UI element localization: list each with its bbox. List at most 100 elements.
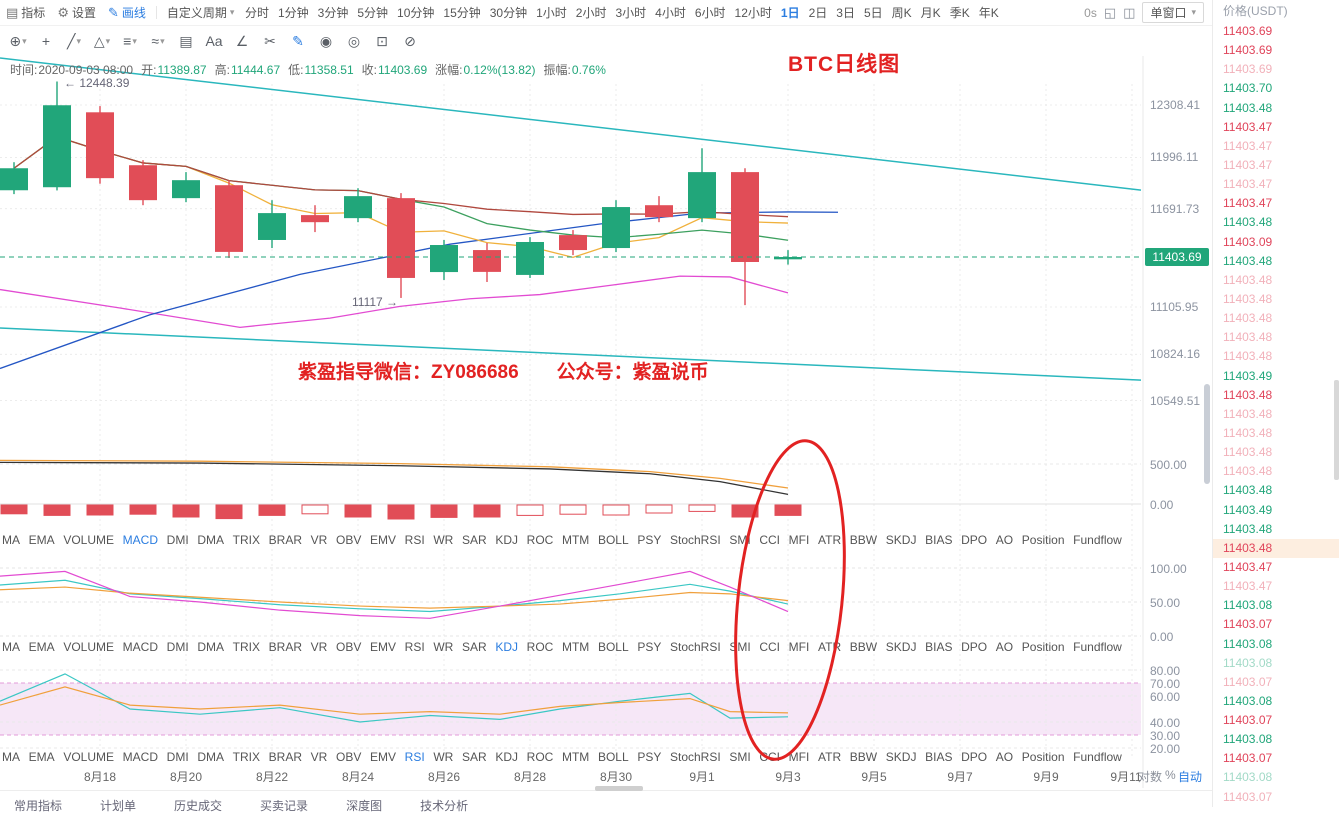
- trade-feed-row[interactable]: 11403.47: [1223, 177, 1273, 192]
- trade-feed-row[interactable]: 11403.69: [1223, 43, 1273, 58]
- bottom-tab-常用指标[interactable]: 常用指标: [14, 799, 63, 813]
- indicator-tab-smi[interactable]: SMI: [729, 640, 751, 654]
- indicator-tab-ema[interactable]: EMA: [28, 750, 55, 764]
- indicator-tab-position[interactable]: Position: [1021, 533, 1065, 547]
- indicator-tab-volume[interactable]: VOLUME: [63, 750, 115, 764]
- indicator-tab-trix[interactable]: TRIX: [232, 533, 260, 547]
- indicator-tab-mtm[interactable]: MTM: [561, 640, 590, 654]
- trade-feed-row[interactable]: 11403.07: [1223, 617, 1273, 632]
- indicator-tab-smi[interactable]: SMI: [729, 533, 751, 547]
- indicator-tab-fundflow[interactable]: Fundflow: [1073, 750, 1122, 764]
- indicator-tab-stochrsi[interactable]: StochRSI: [669, 750, 721, 764]
- timeframe-年K[interactable]: 年K: [978, 6, 999, 20]
- indicator-tab-boll[interactable]: BOLL: [597, 750, 629, 764]
- indicator-tab-psy[interactable]: PSY: [637, 750, 662, 764]
- indicator-tab-cci[interactable]: CCI: [759, 750, 781, 764]
- indicator-tab-fundflow[interactable]: Fundflow: [1073, 640, 1122, 654]
- indicator-tab-kdj[interactable]: KDJ: [495, 750, 518, 764]
- trade-feed-row[interactable]: 11403.08: [1223, 636, 1273, 651]
- wave-tool[interactable]: ≈ ▾: [146, 30, 170, 52]
- brush-tool[interactable]: ✎: [286, 30, 310, 52]
- indicator-tab-roc[interactable]: ROC: [526, 750, 554, 764]
- trade-feed-row[interactable]: 11403.48: [1223, 311, 1273, 326]
- indicator-tab-ma[interactable]: MA: [2, 750, 20, 764]
- trade-feed-row[interactable]: 11403.07: [1223, 751, 1273, 766]
- scale-button-自动[interactable]: 自动: [1178, 770, 1203, 784]
- trade-feed-row[interactable]: 11403.48: [1223, 330, 1273, 345]
- trade-feed-row[interactable]: 11403.70: [1223, 81, 1273, 96]
- indicator-tab-volume[interactable]: VOLUME: [63, 533, 115, 547]
- indicator-tab-wr[interactable]: WR: [433, 640, 454, 654]
- trade-feed-row[interactable]: 11403.48: [1223, 445, 1273, 460]
- timeframe-2日[interactable]: 2日: [808, 6, 828, 20]
- scale-button-%[interactable]: %: [1165, 768, 1176, 782]
- indicator-tab-emv[interactable]: EMV: [369, 640, 396, 654]
- timeframe-季K[interactable]: 季K: [949, 6, 970, 20]
- indicator-tab-emv[interactable]: EMV: [369, 533, 396, 547]
- trade-feed-row[interactable]: 11403.48: [1223, 100, 1273, 115]
- timeframe-12小时[interactable]: 12小时: [734, 6, 772, 20]
- bottom-tab-深度图[interactable]: 深度图: [346, 799, 383, 813]
- indicator-tab-mtm[interactable]: MTM: [561, 533, 590, 547]
- indicator-tab-wr[interactable]: WR: [433, 533, 454, 547]
- timeframe-4小时[interactable]: 4小时: [655, 6, 686, 20]
- indicator-tab-bias[interactable]: BIAS: [925, 533, 953, 547]
- price-scale[interactable]: 11403.69 12308.41 11996.11 11691.73 11105.9…: [1145, 0, 1211, 807]
- chart-horizontal-scrollbar[interactable]: [595, 786, 643, 791]
- timeframe-3分钟[interactable]: 3分钟: [317, 6, 349, 20]
- indicator-tab-atr[interactable]: ATR: [818, 533, 842, 547]
- indicator-tab-ema[interactable]: EMA: [28, 640, 55, 654]
- indicator-tab-ma[interactable]: MA: [2, 533, 20, 547]
- trade-feed-row[interactable]: 11403.48: [1223, 387, 1273, 402]
- indicator-tab-rsi[interactable]: RSI: [404, 533, 425, 547]
- indicator-tab-ao[interactable]: AO: [995, 750, 1014, 764]
- parallel-lines-tool[interactable]: ≡ ▾: [118, 30, 142, 52]
- indicator-tab-bbw[interactable]: BBW: [849, 533, 878, 547]
- trade-feed-row[interactable]: 11403.49: [1223, 502, 1273, 517]
- indicator-tab-kdj[interactable]: KDJ: [495, 640, 518, 654]
- indicator-tab-obv[interactable]: OBV: [335, 750, 362, 764]
- trade-feed-row[interactable]: 11403.48: [1223, 406, 1273, 421]
- indicator-tab-cci[interactable]: CCI: [759, 640, 781, 654]
- trade-feed-row[interactable]: 11403.09: [1223, 234, 1273, 249]
- timeframe-2小时[interactable]: 2小时: [575, 6, 607, 20]
- indicator-tab-dmi[interactable]: DMI: [166, 640, 189, 654]
- indicator-tab-boll[interactable]: BOLL: [597, 533, 629, 547]
- trade-feed-row[interactable]: 11403.48: [1223, 253, 1273, 268]
- indicator-tab-brar[interactable]: BRAR: [268, 750, 302, 764]
- indicator-tab-position[interactable]: Position: [1021, 640, 1065, 654]
- indicator-tab-position[interactable]: Position: [1021, 750, 1065, 764]
- trade-feed-row[interactable]: 11403.07: [1223, 713, 1273, 728]
- indicator-tab-bbw[interactable]: BBW: [849, 750, 878, 764]
- timeframe-5分钟[interactable]: 5分钟: [357, 6, 389, 20]
- trade-feed-row[interactable]: 11403.08: [1223, 598, 1273, 613]
- window-mode-dropdown[interactable]: 单窗口 ▾: [1142, 2, 1204, 23]
- indicators-button[interactable]: ▤ 指标: [6, 4, 45, 21]
- indicator-tab-roc[interactable]: ROC: [526, 640, 554, 654]
- trade-feed-row[interactable]: 11403.48: [1213, 538, 1339, 558]
- indicator-tab-ao[interactable]: AO: [995, 533, 1014, 547]
- angle-tool[interactable]: ∠: [230, 30, 254, 52]
- timeframe-1日[interactable]: 1日: [780, 6, 800, 20]
- timeframe-5日[interactable]: 5日: [863, 6, 883, 20]
- bottom-tab-技术分析[interactable]: 技术分析: [420, 799, 469, 813]
- feed-scrollbar[interactable]: [1334, 380, 1339, 480]
- indicator-tab-kdj[interactable]: KDJ: [495, 533, 518, 547]
- visibility-tool[interactable]: ◎: [342, 30, 366, 52]
- trendline-tool[interactable]: ╱ ▾: [62, 30, 86, 52]
- timeframe-1分钟[interactable]: 1分钟: [277, 6, 309, 20]
- trade-feed-row[interactable]: 11403.08: [1223, 655, 1273, 670]
- timeframe-1小时[interactable]: 1小时: [536, 6, 567, 20]
- bottom-tab-买卖记录[interactable]: 买卖记录: [260, 799, 309, 813]
- indicator-tab-rsi[interactable]: RSI: [404, 750, 425, 764]
- trade-feed-row[interactable]: 11403.69: [1223, 62, 1273, 77]
- timeframe-3小时[interactable]: 3小时: [615, 6, 647, 20]
- trade-feed-row[interactable]: 11403.08: [1223, 770, 1273, 785]
- indicator-tab-mfi[interactable]: MFI: [788, 533, 810, 547]
- indicator-tab-stochrsi[interactable]: StochRSI: [669, 533, 721, 547]
- trade-feed-row[interactable]: 11403.48: [1223, 215, 1273, 230]
- add-order-tool[interactable]: +: [34, 30, 58, 52]
- settings-button[interactable]: ⚙ 设置: [57, 4, 96, 21]
- text-tool[interactable]: Aa: [202, 30, 226, 52]
- indicator-tab-skdj[interactable]: SKDJ: [885, 750, 917, 764]
